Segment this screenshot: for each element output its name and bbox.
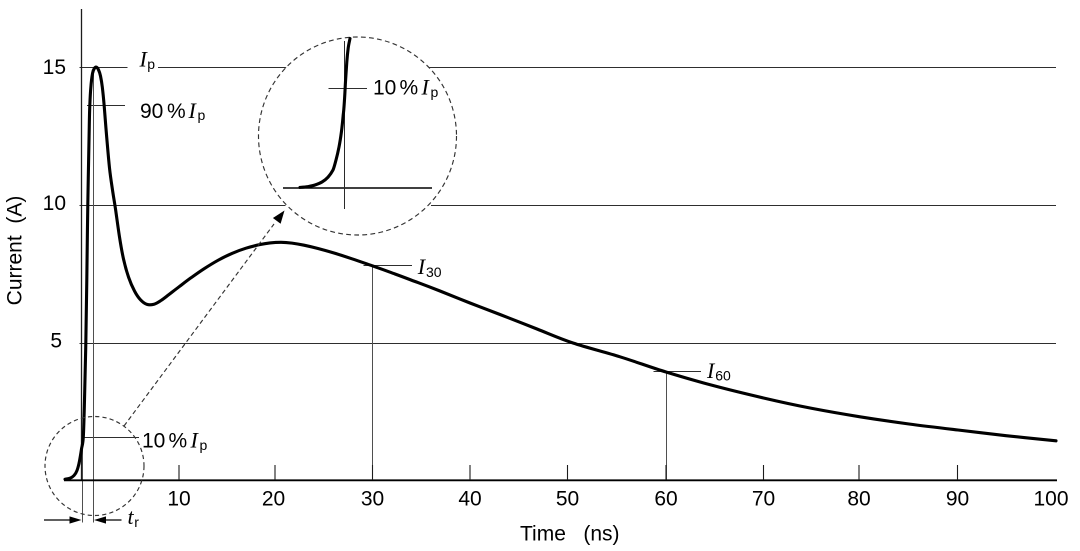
- svg-text:%: %: [400, 77, 419, 100]
- svg-text:90: 90: [140, 100, 163, 123]
- svg-text:10: 10: [167, 487, 190, 510]
- svg-text:I: I: [421, 75, 431, 100]
- svg-text:Time (ns): Time (ns): [520, 523, 620, 546]
- svg-text:15: 15: [43, 56, 66, 79]
- svg-text:I: I: [190, 428, 200, 453]
- svg-text:10: 10: [43, 192, 66, 215]
- svg-text:5: 5: [50, 330, 62, 353]
- svg-text:30: 30: [361, 487, 384, 510]
- svg-text:I: I: [139, 46, 149, 71]
- svg-text:t: t: [128, 504, 135, 529]
- svg-text:30: 30: [426, 264, 442, 280]
- svg-text:40: 40: [458, 487, 481, 510]
- svg-text:Current (A): Current (A): [4, 196, 27, 306]
- svg-text:%: %: [167, 100, 186, 123]
- svg-text:p: p: [200, 437, 208, 453]
- svg-text:70: 70: [752, 487, 775, 510]
- svg-text:p: p: [147, 56, 155, 72]
- svg-text:60: 60: [654, 487, 677, 510]
- svg-text:20: 20: [262, 487, 285, 510]
- svg-text:10: 10: [142, 430, 165, 453]
- svg-text:p: p: [431, 84, 439, 100]
- svg-text:I: I: [706, 358, 716, 383]
- svg-text:%: %: [169, 430, 188, 453]
- svg-text:60: 60: [715, 368, 731, 384]
- svg-text:r: r: [134, 514, 139, 530]
- svg-text:I: I: [417, 254, 427, 279]
- svg-text:90: 90: [946, 487, 969, 510]
- svg-text:p: p: [198, 107, 206, 123]
- svg-text:50: 50: [556, 487, 579, 510]
- svg-text:100: 100: [1033, 487, 1068, 510]
- svg-text:I: I: [188, 98, 198, 123]
- svg-text:10: 10: [373, 77, 396, 100]
- svg-text:80: 80: [847, 487, 870, 510]
